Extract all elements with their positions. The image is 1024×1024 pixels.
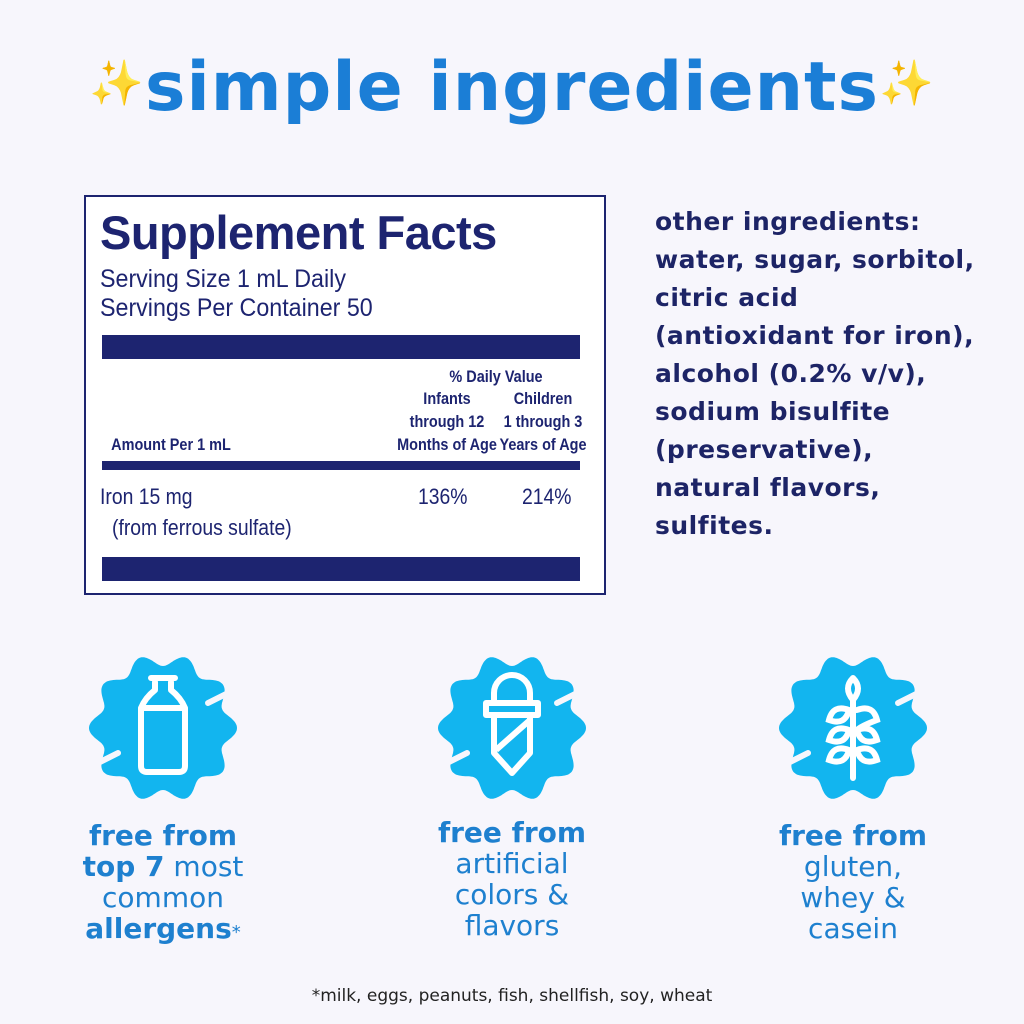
other-ingredients: other ingredients: water, sugar, sorbitol…	[655, 207, 975, 540]
sparkles-icon: ✨	[878, 58, 935, 109]
servings-per-container: Servings Per Container 50	[100, 294, 373, 322]
amount-per-label: Amount Per 1 mL	[111, 435, 231, 454]
badge-caption: free from gluten, whey & casein	[778, 819, 928, 945]
iron-infants-dv: 136%	[418, 484, 468, 509]
dropper-icon	[483, 672, 541, 776]
badge-caption: free from artificial colors & flavors	[437, 816, 587, 942]
footnote: *milk, eggs, peanuts, fish, shellfish, s…	[311, 986, 713, 1006]
milk-bottle-icon	[138, 675, 188, 775]
daily-value-header: % Daily Value	[449, 367, 543, 386]
wheat-icon	[825, 675, 881, 781]
supplement-facts-panel: Supplement Facts Serving Size 1 mL Daily…	[84, 195, 606, 595]
badge-2	[427, 643, 597, 813]
page-title: ✨simple ingredients✨	[0, 48, 1024, 127]
badge-caption: free from top 7 most common allergens*	[82, 819, 244, 945]
iron-amount: Iron 15 mg	[100, 484, 193, 509]
facts-heading: Supplement Facts	[100, 206, 497, 259]
col-infants-header: Infants through 12 Months of Age	[397, 389, 497, 454]
title-text: simple ingredients	[145, 48, 879, 127]
serving-size: Serving Size 1 mL Daily	[100, 265, 346, 293]
iron-source: (from ferrous sulfate)	[112, 515, 292, 540]
divider-bar	[102, 557, 580, 581]
badge-3	[768, 643, 938, 813]
divider-bar	[102, 461, 580, 470]
badge-1	[78, 643, 248, 813]
col-children-header: Children 1 through 3 Years of Age	[499, 389, 587, 454]
divider-bar	[102, 335, 580, 359]
iron-children-dv: 214%	[522, 484, 572, 509]
sparkles-icon: ✨	[89, 58, 146, 109]
